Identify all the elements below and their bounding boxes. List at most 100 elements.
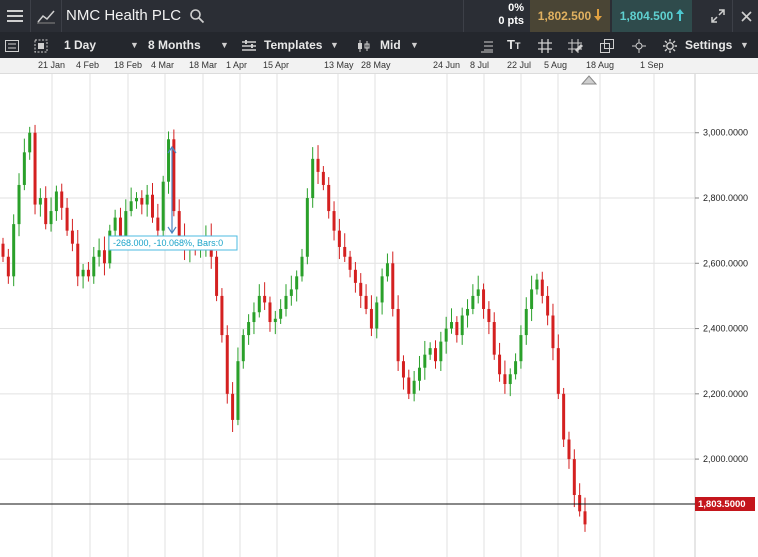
candle-body (60, 191, 64, 208)
templates-select[interactable]: Templates (264, 38, 323, 52)
gear-icon[interactable] (663, 32, 677, 58)
grid-icon[interactable] (538, 32, 552, 58)
down-arrow-icon (594, 8, 603, 24)
candle-body (305, 198, 309, 257)
crosshair-box-icon[interactable] (34, 32, 48, 58)
measure-tool[interactable]: -268.000, -10.068%, Bars:0 (108, 145, 238, 251)
candle-body (167, 139, 171, 182)
y-tick-label: 2,000.0000 (703, 454, 748, 464)
settings-menu[interactable]: Settings (685, 38, 733, 52)
time-axis-label: 5 Aug (544, 60, 568, 70)
time-axis: 21 Jan 4 Feb 18 Feb 4 Mar 18 Mar 1 Apr 15 Apr 1… (0, 58, 758, 74)
time-axis-label: 18 Aug (586, 60, 615, 70)
change-percent: 0% (508, 2, 524, 14)
candle-body (492, 322, 496, 355)
candle-body (444, 328, 448, 342)
layers-icon[interactable] (600, 32, 614, 58)
candle-body (375, 302, 379, 329)
time-axis-label: 4 Feb (76, 60, 100, 70)
candle-body (220, 295, 224, 336)
instrument-name[interactable]: NMC Health PLC (66, 7, 182, 24)
line-chart-icon[interactable] (31, 0, 61, 32)
candle-body (556, 348, 560, 394)
text-tool-icon[interactable]: TT (507, 37, 521, 52)
candle-body (407, 377, 411, 394)
change-readout: 0% 0 pts (468, 2, 524, 28)
candle-body (487, 308, 491, 323)
candle-body (22, 152, 26, 185)
y-tick-label: 2,800.0000 (703, 193, 748, 203)
y-tick-label: 2,200.0000 (703, 389, 748, 399)
candle-body (38, 198, 42, 205)
candle-body (97, 250, 101, 257)
expand-icon[interactable] (706, 0, 730, 32)
hamburger-icon[interactable] (0, 0, 30, 32)
templates-caret-icon[interactable]: ▼ (330, 40, 339, 50)
list-icon[interactable] (5, 32, 19, 58)
crosshair-icon[interactable] (632, 32, 646, 58)
candle-body (428, 348, 432, 355)
candle-body (252, 312, 256, 323)
scroll-marker-icon[interactable] (580, 75, 598, 85)
candle-body (145, 194, 149, 205)
candle-body (482, 289, 486, 309)
candle-body (70, 230, 74, 244)
candle-body (530, 289, 534, 309)
candle-body (343, 246, 347, 257)
time-axis-label: 15 Apr (263, 60, 290, 70)
time-axis-label: 8 Jul (470, 60, 490, 70)
time-axis-label: 18 Mar (189, 60, 218, 70)
candle-body (86, 269, 90, 277)
candle-body (268, 302, 272, 323)
candle-body (508, 374, 512, 385)
candle-body (295, 276, 299, 290)
drawing-tools-icon[interactable] (568, 32, 584, 58)
interval-caret-icon[interactable]: ▼ (130, 40, 139, 50)
buy-price-button[interactable]: 1,804.500 (612, 0, 692, 32)
price-type-select[interactable]: Mid (380, 38, 401, 52)
candle-body (519, 335, 523, 362)
candle-body (300, 256, 304, 277)
candle-body (417, 367, 421, 381)
indicators-icon[interactable] (480, 32, 494, 58)
candle-body (583, 511, 587, 525)
candle-body (279, 308, 283, 319)
candle-body (460, 315, 464, 336)
y-tick-label: 2,600.0000 (703, 258, 748, 268)
candle-body (439, 341, 443, 362)
candle-body (337, 230, 341, 247)
candle-body (81, 269, 85, 277)
candle-body (231, 393, 235, 420)
candle-body (471, 295, 475, 309)
candle-body (118, 217, 122, 238)
candle-body (380, 276, 384, 303)
close-icon[interactable] (734, 0, 758, 32)
interval-select[interactable]: 1 Day (64, 38, 97, 52)
candle-body (578, 494, 582, 512)
price-type-caret-icon[interactable]: ▼ (410, 40, 419, 50)
candle-body (6, 256, 10, 277)
candle-body (172, 139, 176, 212)
candle-body (28, 132, 32, 153)
sell-price-button[interactable]: 1,802.500 (530, 0, 610, 32)
candlestick-icon[interactable] (356, 32, 372, 58)
candle-body (423, 354, 427, 368)
candle-body (161, 181, 165, 231)
candle-body (241, 335, 245, 362)
settings-caret-icon[interactable]: ▼ (740, 40, 749, 50)
candle-body (156, 217, 160, 231)
search-icon[interactable] (186, 0, 208, 32)
candle-body (535, 279, 539, 290)
candle-body (236, 361, 240, 420)
range-select[interactable]: 8 Months (148, 38, 201, 52)
candle-body (524, 308, 528, 336)
time-axis-label: 28 May (361, 60, 391, 70)
price-chart[interactable]: 3,000.0000 2,800.0000 2,600.0000 2,400.0000… (0, 74, 758, 557)
range-caret-icon[interactable]: ▼ (220, 40, 229, 50)
templates-icon[interactable] (242, 32, 256, 58)
time-axis-label: 22 Jul (507, 60, 532, 70)
candle-body (385, 263, 389, 277)
candle-body (476, 289, 480, 296)
current-price-badge: 1,803.5000 (695, 497, 755, 511)
candle-body (289, 289, 293, 296)
